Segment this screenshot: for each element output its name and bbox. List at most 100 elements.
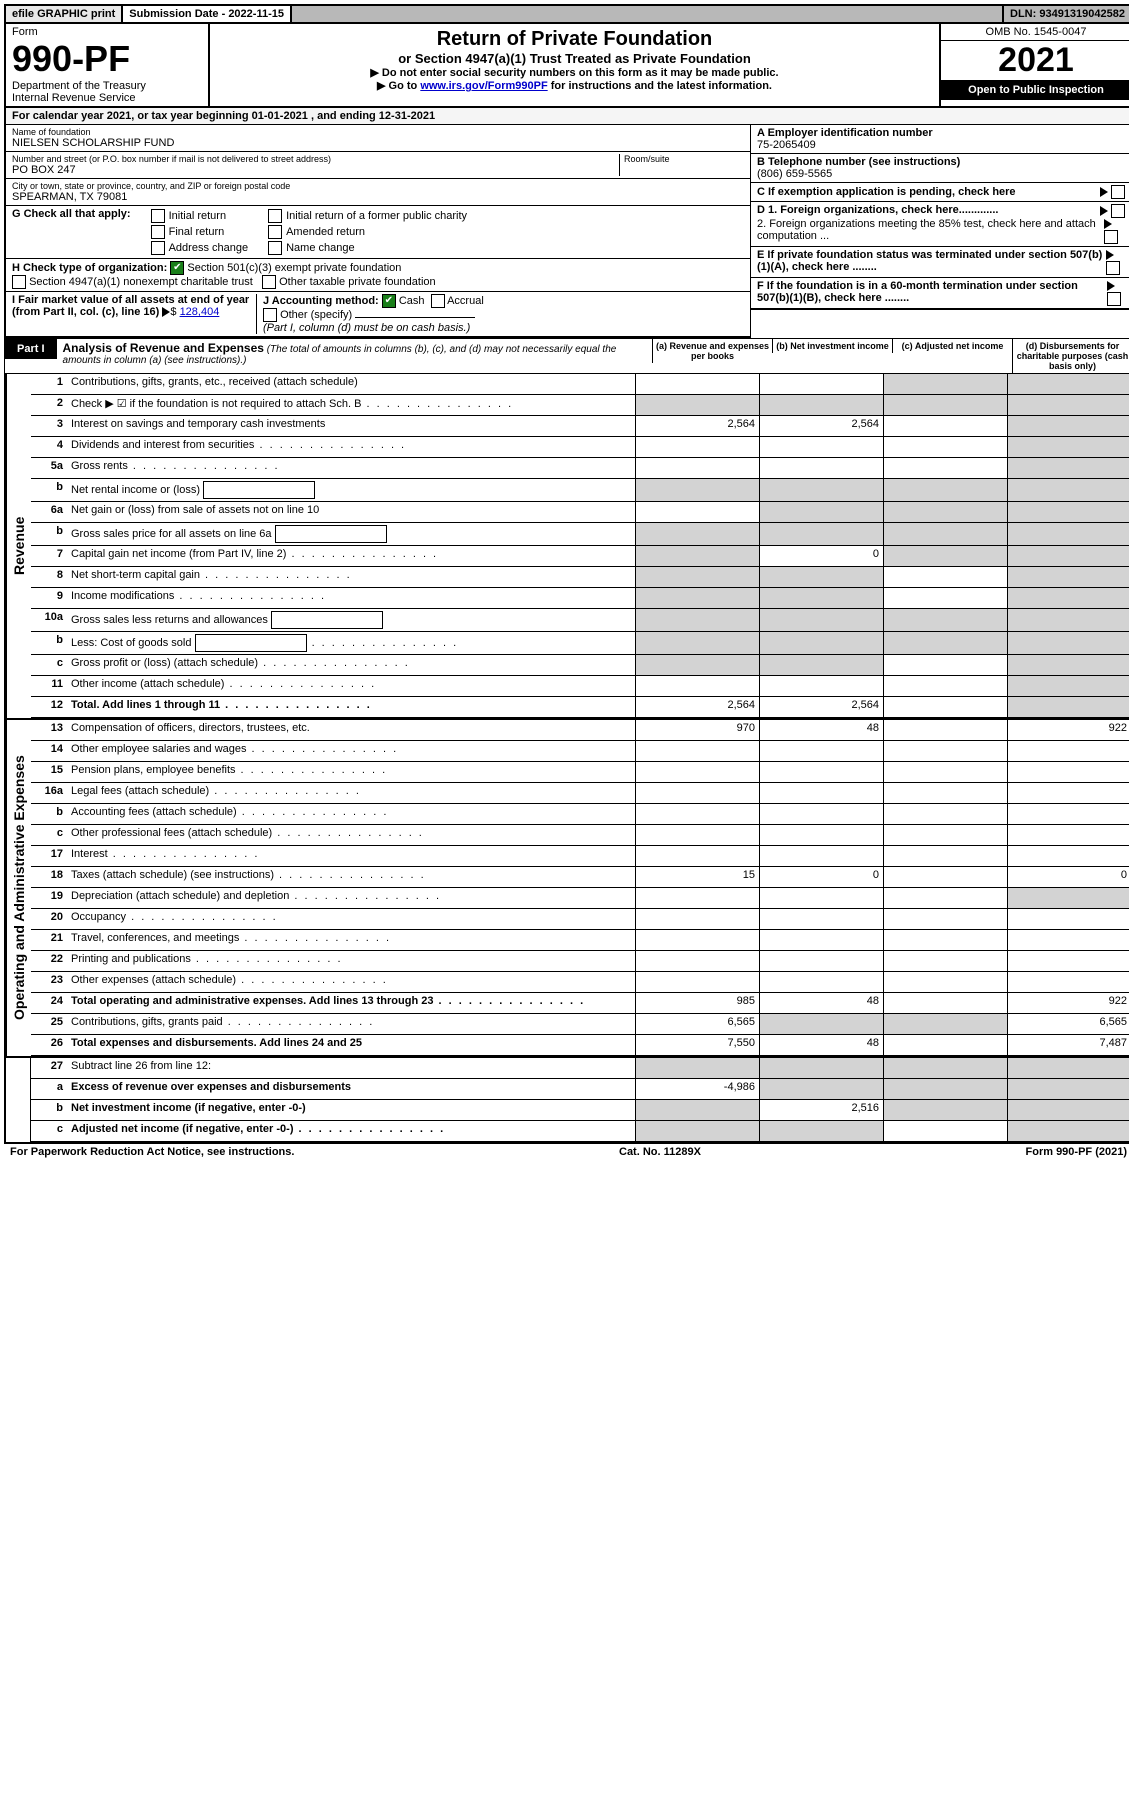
- data-cell: [759, 846, 883, 866]
- f-label: F If the foundation is in a 60-month ter…: [757, 280, 1107, 306]
- table-row: bGross sales price for all assets on lin…: [31, 523, 1129, 546]
- line-num: c: [31, 1121, 67, 1141]
- data-cell: [883, 479, 1007, 501]
- data-cell: [883, 655, 1007, 675]
- footer-center: Cat. No. 11289X: [619, 1146, 701, 1158]
- data-cell: [1007, 951, 1129, 971]
- d-cell: D 1. Foreign organizations, check here..…: [751, 202, 1129, 247]
- line-num: c: [31, 825, 67, 845]
- arrow-icon: [162, 307, 170, 317]
- chk-other-method[interactable]: [263, 308, 277, 322]
- c-cell: C If exemption application is pending, c…: [751, 183, 1129, 202]
- chk-initial[interactable]: [151, 209, 165, 223]
- chk-amended[interactable]: [268, 225, 282, 239]
- chk-d1[interactable]: [1111, 204, 1125, 218]
- data-cell: 6,565: [635, 1014, 759, 1034]
- chk-4947[interactable]: [12, 275, 26, 289]
- bottom-section: 27Subtract line 26 from line 12:aExcess …: [4, 1058, 1129, 1144]
- line-num: 21: [31, 930, 67, 950]
- line-label: Check ▶ ☑ if the foundation is not requi…: [67, 395, 635, 415]
- data-cell: [1007, 567, 1129, 587]
- chk-name-change[interactable]: [268, 241, 282, 255]
- line-num: 27: [31, 1058, 67, 1078]
- lbl-accrual: Accrual: [447, 295, 484, 307]
- data-cell: [635, 609, 759, 631]
- bottom-rows: 27Subtract line 26 from line 12:aExcess …: [31, 1058, 1129, 1142]
- entity-left: Name of foundation NIELSEN SCHOLARSHIP F…: [6, 125, 750, 338]
- dept: Department of the Treasury: [12, 80, 202, 92]
- data-cell: [1007, 804, 1129, 824]
- table-row: 5aGross rents: [31, 458, 1129, 479]
- data-cell: [635, 888, 759, 908]
- header-right: OMB No. 1545-0047 2021 Open to Public In…: [941, 24, 1129, 106]
- b2-pre: ▶ Go to: [377, 80, 420, 92]
- data-cell: [759, 762, 883, 782]
- line-label: Other expenses (attach schedule): [67, 972, 635, 992]
- table-row: 22Printing and publications: [31, 951, 1129, 972]
- data-cell: [1007, 1121, 1129, 1141]
- chk-other-tax[interactable]: [262, 275, 276, 289]
- h-row: H Check type of organization: Section 50…: [6, 259, 750, 292]
- chk-e[interactable]: [1106, 261, 1120, 275]
- data-cell: [883, 741, 1007, 761]
- line-label: Legal fees (attach schedule): [67, 783, 635, 803]
- data-cell: [883, 458, 1007, 478]
- h-label: H Check type of organization:: [12, 262, 167, 274]
- col-b-head: (b) Net investment income: [772, 339, 892, 353]
- lbl-initial: Initial return: [169, 210, 226, 222]
- tel-cell: B Telephone number (see instructions) (8…: [751, 154, 1129, 183]
- efile-tag[interactable]: efile GRAPHIC print: [6, 6, 123, 22]
- line-label: Other professional fees (attach schedule…: [67, 825, 635, 845]
- i-value[interactable]: 128,404: [180, 306, 220, 318]
- lbl-cash: Cash: [399, 295, 425, 307]
- b2-post: for instructions and the latest informat…: [548, 80, 772, 92]
- table-row: 1Contributions, gifts, grants, etc., rec…: [31, 374, 1129, 395]
- chk-f[interactable]: [1107, 292, 1121, 306]
- data-cell: [883, 374, 1007, 394]
- form-footer: For Paperwork Reduction Act Notice, see …: [4, 1144, 1129, 1160]
- chk-initial-former[interactable]: [268, 209, 282, 223]
- data-cell: [635, 588, 759, 608]
- data-cell: [883, 804, 1007, 824]
- chk-d2[interactable]: [1104, 230, 1118, 244]
- line-num: 20: [31, 909, 67, 929]
- line-label: Pension plans, employee benefits: [67, 762, 635, 782]
- data-cell: -4,986: [635, 1079, 759, 1099]
- data-cell: [635, 741, 759, 761]
- chk-cash[interactable]: [382, 294, 396, 308]
- data-cell: [759, 374, 883, 394]
- table-row: 2Check ▶ ☑ if the foundation is not requ…: [31, 395, 1129, 416]
- chk-501c3[interactable]: [170, 261, 184, 275]
- f-cell: F If the foundation is in a 60-month ter…: [751, 278, 1129, 310]
- data-cell: [635, 930, 759, 950]
- chk-address[interactable]: [151, 241, 165, 255]
- chk-accrual[interactable]: [431, 294, 445, 308]
- top-spacer: [292, 6, 1004, 22]
- line-label: Gross sales less returns and allowances: [67, 609, 635, 631]
- data-cell: [883, 1035, 1007, 1055]
- part1-header: Part I Analysis of Revenue and Expenses …: [4, 338, 1129, 374]
- data-cell: [883, 546, 1007, 566]
- chk-final[interactable]: [151, 225, 165, 239]
- line-num: 12: [31, 697, 67, 717]
- header-left: Form 990-PF Department of the Treasury I…: [6, 24, 210, 106]
- table-row: cAdjusted net income (if negative, enter…: [31, 1121, 1129, 1142]
- form990pf-link[interactable]: www.irs.gov/Form990PF: [420, 80, 547, 92]
- data-cell: [1007, 502, 1129, 522]
- data-cell: [1007, 676, 1129, 696]
- table-row: 15Pension plans, employee benefits: [31, 762, 1129, 783]
- data-cell: [1007, 762, 1129, 782]
- data-cell: [883, 523, 1007, 545]
- calendar-year-line: For calendar year 2021, or tax year begi…: [4, 108, 1129, 125]
- ein-cell: A Employer identification number 75-2065…: [751, 125, 1129, 154]
- tel-label: B Telephone number (see instructions): [757, 156, 1125, 168]
- data-cell: 2,564: [635, 697, 759, 717]
- data-cell: [759, 479, 883, 501]
- chk-c[interactable]: [1111, 185, 1125, 199]
- data-cell: [883, 993, 1007, 1013]
- data-cell: [635, 567, 759, 587]
- line-num: 3: [31, 416, 67, 436]
- table-row: 7Capital gain net income (from Part IV, …: [31, 546, 1129, 567]
- data-cell: [1007, 1058, 1129, 1078]
- line-label: Net short-term capital gain: [67, 567, 635, 587]
